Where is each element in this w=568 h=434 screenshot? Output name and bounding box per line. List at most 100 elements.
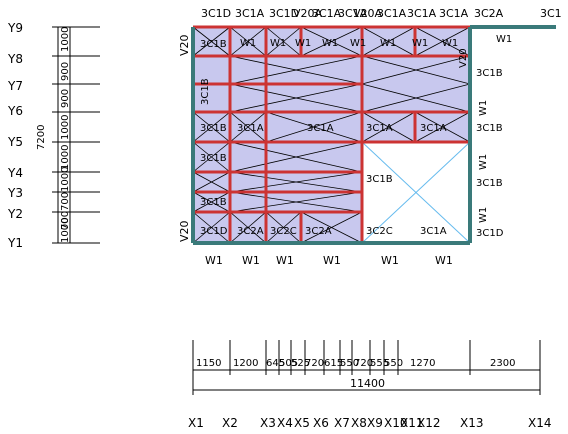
member-label: 3C1A <box>420 226 447 237</box>
y-dimension-values: 1000 900 900 1000 1000 1000 700 700 1000… <box>36 27 71 243</box>
member-label: 3C2C <box>270 226 297 237</box>
wall-label: W1 <box>242 254 260 267</box>
member-label: W1 <box>350 38 366 49</box>
x-total: 11400 <box>350 377 385 390</box>
y-span: 700 <box>60 211 71 230</box>
wall-label: V20 <box>178 220 191 242</box>
wall-label: W1 <box>276 254 294 267</box>
member-label: 3C1A <box>338 7 368 20</box>
x-label: X14 <box>528 416 552 430</box>
x-axis-labels: X1 X2 X3 X4 X5 X6 X7 X8 X9 X10 X11 X12 X… <box>188 416 552 430</box>
member-label: 3C1D <box>200 226 228 237</box>
bracing <box>192 26 471 244</box>
y-total: 7200 <box>36 125 47 150</box>
member-label: 3C1A <box>237 123 264 134</box>
y-axis-labels: Y9 Y8 Y7 Y6 Y5 Y4 Y3 Y2 Y1 <box>7 21 23 250</box>
member-label: W1 <box>380 38 396 49</box>
x-span: 615 <box>324 358 343 369</box>
wall-label: W1 <box>205 254 223 267</box>
member-label: 3C1B <box>476 123 503 134</box>
member-label: 3C1A <box>235 7 265 20</box>
x-label: X9 <box>367 416 383 430</box>
x-label: X1 <box>188 416 204 430</box>
x-label: X7 <box>334 416 350 430</box>
x-dimension-values: 1150 1200 645 505 525 720 615 550 720 55… <box>196 358 515 390</box>
x-span: 720 <box>354 358 373 369</box>
y-label: Y5 <box>7 135 23 149</box>
member-label: 3C1A <box>366 123 393 134</box>
member-label: W1 <box>412 38 428 49</box>
plan-body <box>191 25 556 245</box>
y-label: Y4 <box>7 166 23 180</box>
y-span: 1000 <box>60 167 71 192</box>
x-dimension-ladder <box>192 340 541 395</box>
member-label: 3C1A <box>439 7 469 20</box>
x-span: 550 <box>340 358 359 369</box>
x-label: X4 <box>277 416 293 430</box>
x-label: X2 <box>222 416 238 430</box>
x-label: X5 <box>294 416 310 430</box>
bottom-labels: W1 W1 W1 W1 W1 W1 <box>205 254 453 267</box>
y-label: Y8 <box>7 52 23 66</box>
wall-label: W1 <box>323 254 341 267</box>
y-label: Y2 <box>7 207 23 221</box>
wall-label: W1 <box>381 254 399 267</box>
y-span: 1000 <box>60 218 71 243</box>
interior-labels: 3C1B W1 W1 W1 W1 W1 W1 W1 W1 3C1B 3C1B 3… <box>200 38 458 237</box>
member-label: W1 <box>322 38 338 49</box>
x-span: 1270 <box>410 358 435 369</box>
member-label: W1 <box>270 38 286 49</box>
y-label: Y7 <box>7 79 23 93</box>
member-label: 3C1B <box>200 197 227 208</box>
right-labels: W1 3C1B W1 3C1B W1 3C1B W1 3C1D V20 <box>458 34 512 239</box>
member-label: 3C1B <box>200 123 227 134</box>
member-label: V20A <box>293 7 323 20</box>
x-label: X13 <box>460 416 484 430</box>
x-label: X12 <box>417 416 441 430</box>
member-label: 3C1B <box>476 178 503 189</box>
member-label: 3C1B <box>200 153 227 164</box>
member-label: 3C1A <box>377 7 407 20</box>
x-label: X10 <box>384 416 408 430</box>
walls <box>191 25 556 245</box>
member-label: W1 <box>442 38 458 49</box>
x-label: X8 <box>351 416 367 430</box>
member-label: V20 <box>458 48 469 68</box>
x-span: 1200 <box>233 358 258 369</box>
member-label: 3C1A <box>312 7 342 20</box>
member-label: 3C1B <box>366 174 393 185</box>
x-label: X6 <box>313 416 329 430</box>
y-label: Y9 <box>7 21 23 35</box>
member-label: 3C2A <box>474 7 504 20</box>
y-label: Y6 <box>7 104 23 118</box>
top-labels: 3C1D 3C1A 3C1D V20A 3C1A 3C1A V20A 3C1A … <box>201 7 562 20</box>
member-label: W1 <box>478 100 489 116</box>
member-label: 3C1A <box>307 123 334 134</box>
member-label: 3C1B <box>200 78 211 105</box>
x-span: 550 <box>384 358 403 369</box>
wall-label: W1 <box>435 254 453 267</box>
member-label: 3C1D <box>269 7 299 20</box>
member-label: 3C1 <box>540 7 562 20</box>
y-label: Y3 <box>7 186 23 200</box>
member-label: W1 <box>478 154 489 170</box>
x-span: 555 <box>370 358 389 369</box>
y-span: 700 <box>60 192 71 211</box>
member-label: 3C1A <box>420 123 447 134</box>
member-label: W1 <box>240 38 256 49</box>
member-label: 3C2A <box>237 226 264 237</box>
beams-vertical <box>228 27 417 243</box>
y-dimension-ladder <box>52 26 100 244</box>
member-label: 3C1B <box>200 39 227 50</box>
y-span: 1000 <box>60 115 71 140</box>
member-label: 3C1D <box>476 228 504 239</box>
member-label: 3C2A <box>305 226 332 237</box>
wall-label: V20 <box>178 34 191 56</box>
x-span: 645 <box>266 358 285 369</box>
member-label: W1 <box>295 38 311 49</box>
y-span: 900 <box>60 89 71 108</box>
member-label: 3C1D <box>201 7 231 20</box>
y-label: Y1 <box>7 236 23 250</box>
x-span: 505 <box>279 358 298 369</box>
